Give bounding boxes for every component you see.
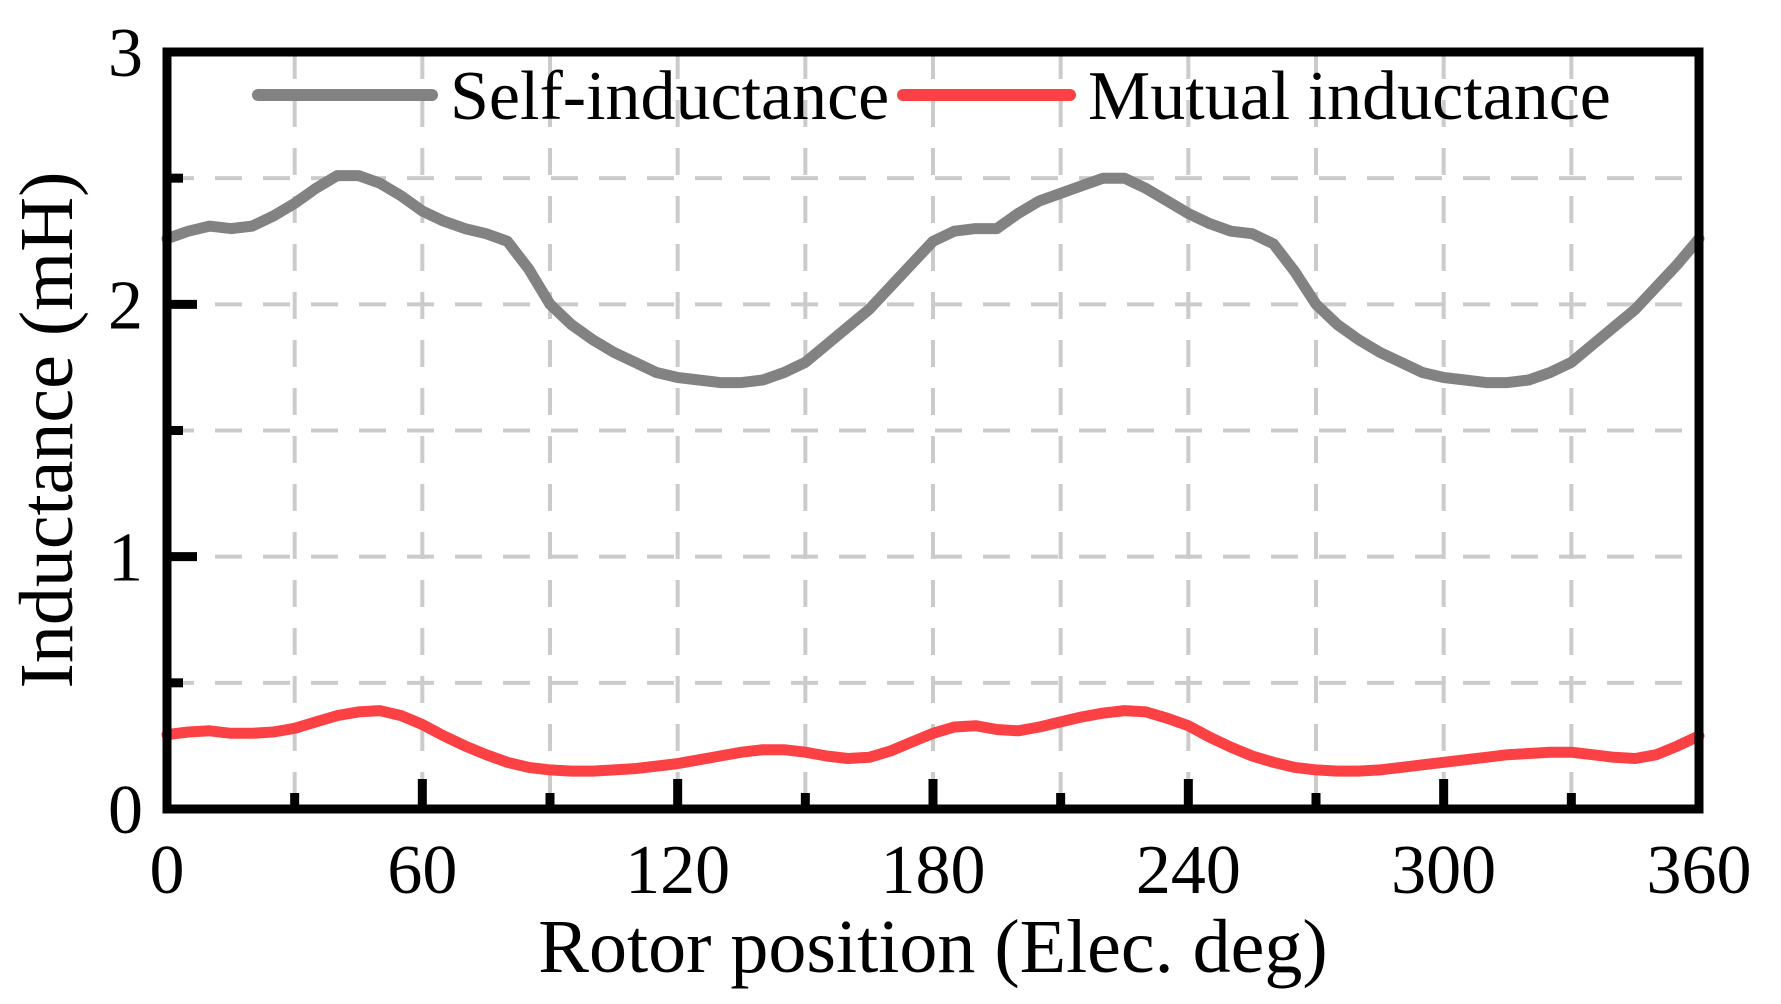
y-tick-label: 1 — [108, 520, 143, 597]
x-tick-label: 60 — [387, 832, 457, 909]
y-axis-ticks — [167, 47, 197, 814]
x-tick-label: 360 — [1647, 832, 1752, 909]
mutual-inductance-legend-label: Mutual inductance — [1088, 58, 1611, 135]
x-axis-tick-labels: 0 60 120 180 240 300 360 — [150, 832, 1752, 909]
gridlines — [167, 52, 1699, 809]
y-tick-label: 3 — [108, 15, 143, 92]
x-axis-label: Rotor position (Elec. deg) — [538, 905, 1327, 989]
x-tick-label: 300 — [1391, 832, 1496, 909]
legend: Self-inductance Mutual inductance — [252, 58, 1611, 135]
y-tick-label: 2 — [108, 267, 143, 344]
self-inductance-legend-label: Self-inductance — [450, 58, 889, 135]
self-inductance-curve — [161, 170, 1705, 389]
y-tick-label: 0 — [108, 772, 143, 849]
x-tick-label: 0 — [150, 832, 185, 909]
mutual-inductance-curve — [161, 705, 1705, 777]
y-axis-tick-labels: 0 1 2 3 — [108, 15, 143, 849]
x-tick-label: 120 — [625, 832, 730, 909]
x-tick-label: 180 — [881, 832, 986, 909]
y-axis-label: Inductance (mH) — [5, 172, 89, 689]
x-tick-label: 240 — [1136, 832, 1241, 909]
x-axis-ticks — [162, 779, 1704, 809]
